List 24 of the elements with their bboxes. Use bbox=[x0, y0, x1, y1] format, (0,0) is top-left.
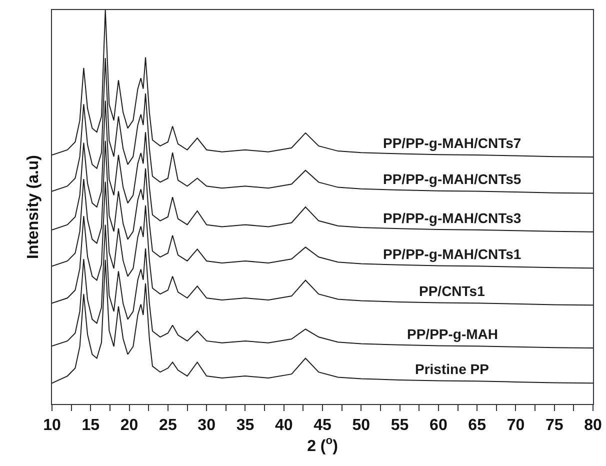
y-axis-title: Intensity (a.u) bbox=[24, 154, 42, 260]
series-label: PP/PP-g-MAH/CNTs3 bbox=[383, 210, 522, 226]
series-label: PP/CNTs1 bbox=[419, 283, 486, 299]
x-tick-label: 50 bbox=[352, 417, 370, 434]
x-tick-label: 80 bbox=[584, 417, 602, 434]
series-label: PP/PP-g-MAH/CNTs1 bbox=[383, 246, 522, 262]
x-tick-label: 55 bbox=[390, 417, 409, 434]
x-tick-label: 45 bbox=[314, 417, 332, 434]
x-tick-label: 25 bbox=[159, 417, 177, 434]
x-tick-label: 15 bbox=[82, 417, 100, 434]
x-tick-label: 10 bbox=[43, 417, 61, 434]
series-label: Pristine PP bbox=[415, 361, 489, 377]
x-tick-label: 60 bbox=[430, 417, 448, 434]
x-tick-label: 70 bbox=[506, 417, 525, 434]
series-label: PP/PP-g-MAH/CNTs7 bbox=[383, 135, 522, 151]
x-tick-label: 20 bbox=[120, 417, 138, 434]
x-tick-label: 30 bbox=[198, 417, 216, 434]
series-label: PP/PP-g-MAH/CNTs5 bbox=[383, 171, 522, 187]
x-tick-label: 75 bbox=[545, 417, 564, 434]
x-tick-label: 40 bbox=[274, 417, 293, 434]
x-tick-label: 65 bbox=[468, 417, 486, 434]
series-label: PP/PP-g-MAH bbox=[407, 326, 498, 342]
x-tick-label: 35 bbox=[236, 417, 254, 434]
x-axis-title: 2 ($^{o}$) bbox=[307, 435, 338, 455]
